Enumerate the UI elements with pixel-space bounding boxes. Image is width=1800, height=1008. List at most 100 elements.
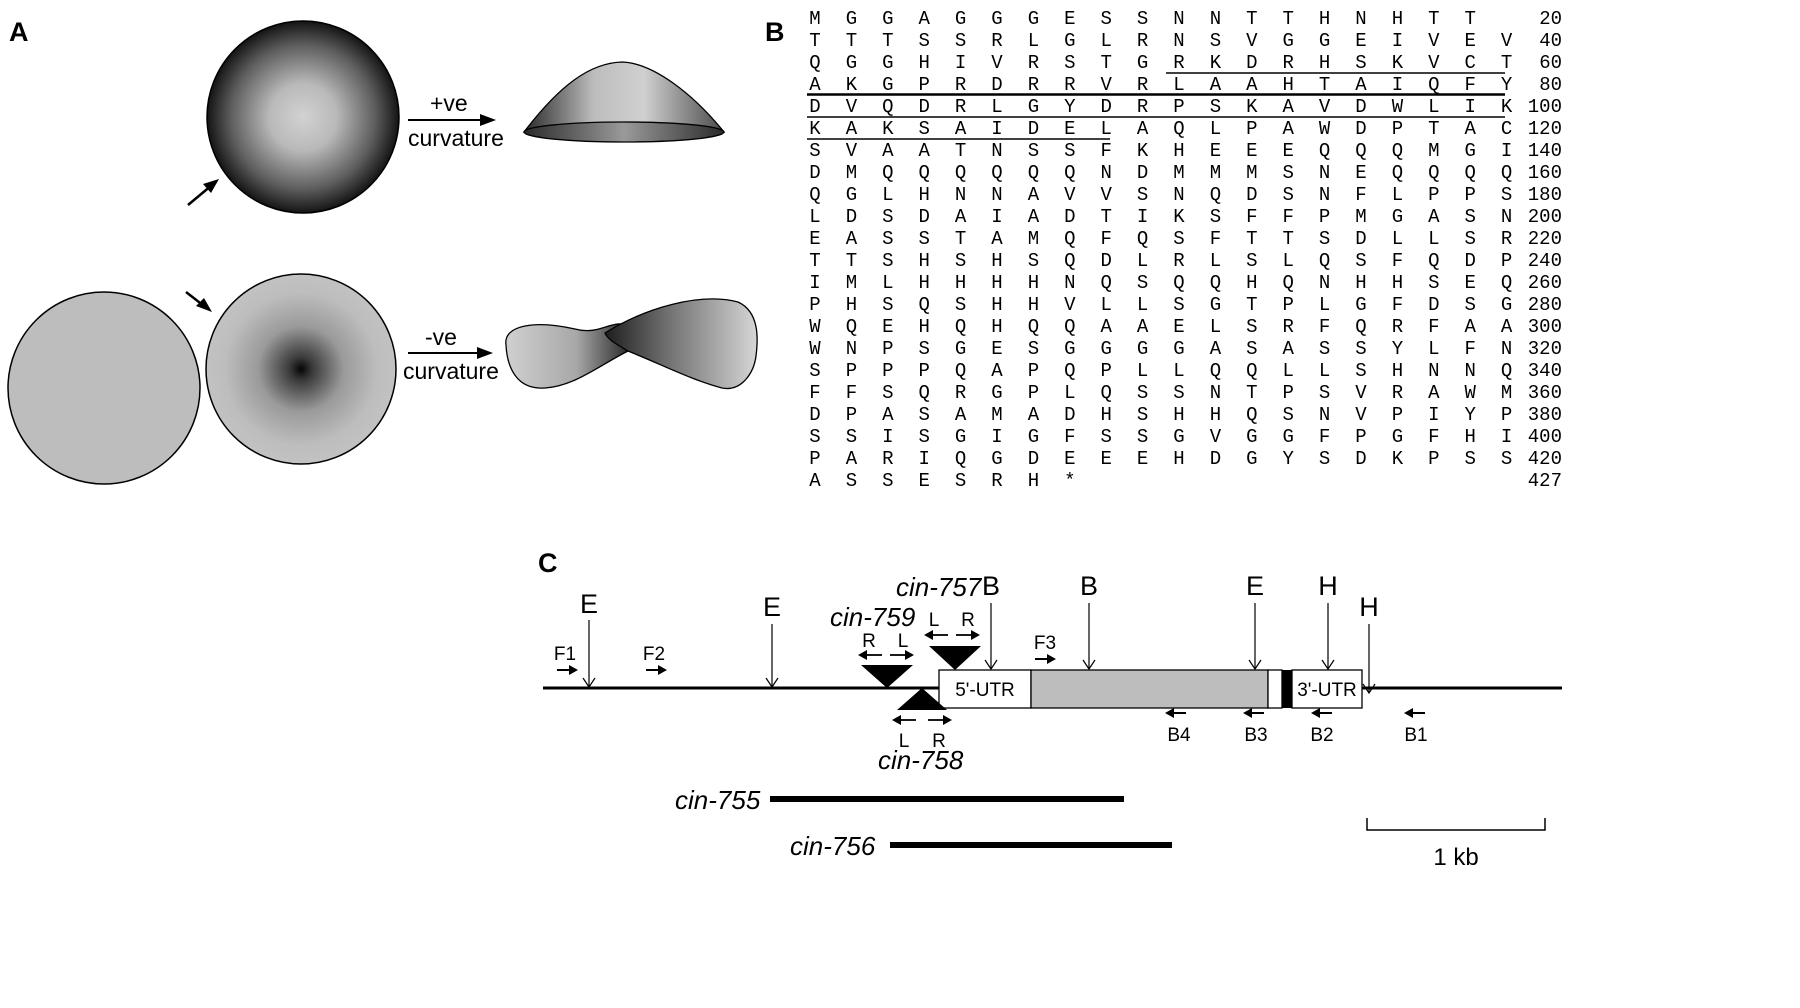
residue: Q <box>918 162 929 184</box>
residue: L <box>1319 360 1330 382</box>
residue: P <box>882 338 893 360</box>
residue: S <box>882 382 893 404</box>
residue: T <box>1282 228 1293 250</box>
residue-position-number: 400 <box>1528 426 1562 448</box>
residue: E <box>1173 316 1184 338</box>
residue: A <box>955 206 967 228</box>
residue: I <box>1501 140 1512 162</box>
residue: G <box>1319 30 1330 52</box>
cin758-right-arrow-head <box>943 715 952 725</box>
residue: S <box>1137 382 1148 404</box>
residue: E <box>991 338 1002 360</box>
residue: S <box>882 294 893 316</box>
residue: K <box>1173 206 1185 228</box>
residue: H <box>1100 404 1111 426</box>
residue: S <box>1173 382 1184 404</box>
site-b2-label: B <box>1080 571 1098 601</box>
residue: N <box>1501 338 1512 360</box>
residue: H <box>1355 272 1366 294</box>
residue: S <box>882 228 893 250</box>
residue: N <box>1210 8 1221 30</box>
residue: R <box>1501 228 1512 250</box>
residue: I <box>1392 74 1403 96</box>
residue: L <box>1428 338 1439 360</box>
residue: I <box>1137 206 1148 228</box>
residue: A <box>918 8 930 30</box>
residue: E <box>1464 30 1475 52</box>
residue: G <box>1028 8 1039 30</box>
cin759-l-label: L <box>898 631 909 652</box>
pos-label: +ve <box>430 90 468 116</box>
residue: D <box>1210 448 1221 470</box>
residue: A <box>1100 316 1112 338</box>
cin758-r-label: R <box>932 731 946 752</box>
residue: K <box>1246 96 1258 118</box>
residue: L <box>1210 250 1221 272</box>
residue: E <box>1246 140 1257 162</box>
residue: F <box>1428 426 1439 448</box>
residue: P <box>1392 118 1403 140</box>
residue: M <box>1173 162 1184 184</box>
residue-position-number: 360 <box>1528 382 1562 404</box>
residue: G <box>1137 52 1148 74</box>
utr5-label: 5'-UTR <box>955 680 1015 701</box>
residue: S <box>1028 140 1039 162</box>
residue: S <box>1100 8 1111 30</box>
residue: C <box>1464 52 1475 74</box>
residue: S <box>1319 228 1330 250</box>
residue: Q <box>882 96 893 118</box>
site-e2-head <box>765 677 779 689</box>
residue: S <box>809 360 820 382</box>
residue: I <box>882 426 893 448</box>
residue: R <box>1137 30 1148 52</box>
residue-position-number: 240 <box>1528 250 1562 272</box>
residue: S <box>1319 338 1330 360</box>
residue: Q <box>1501 272 1512 294</box>
residue: S <box>1319 448 1330 470</box>
residue: A <box>955 404 967 426</box>
residue: Q <box>1028 162 1039 184</box>
cin758-label: cin-758 <box>878 745 964 775</box>
residue: P <box>918 360 929 382</box>
residue: L <box>1137 250 1148 272</box>
residue: G <box>1392 426 1403 448</box>
residue: Q <box>1246 404 1257 426</box>
residue: G <box>1028 96 1039 118</box>
residue: D <box>1355 228 1366 250</box>
residue: Q <box>991 162 1002 184</box>
residue: E <box>1210 140 1221 162</box>
residue: Q <box>1137 228 1148 250</box>
residue: W <box>809 316 821 338</box>
residue: A <box>1282 118 1294 140</box>
residue-position-number: 160 <box>1528 162 1562 184</box>
primer-f2-label: F2 <box>643 644 665 665</box>
residue-position-number: 100 <box>1528 96 1562 118</box>
residue: S <box>1501 448 1512 470</box>
residue: S <box>1246 338 1257 360</box>
residue: G <box>991 448 1002 470</box>
residue: F <box>1464 74 1475 96</box>
residue-position-number: 340 <box>1528 360 1562 382</box>
residue: M <box>846 162 857 184</box>
cin758-left-arrow-head <box>892 715 901 725</box>
residue: K <box>1137 140 1149 162</box>
scale-bar <box>1366 818 1546 831</box>
cin759-label: cin-759 <box>830 602 915 632</box>
residue: T <box>846 30 857 52</box>
residue: T <box>1100 206 1111 228</box>
residue: T <box>1246 8 1257 30</box>
residue: T <box>1464 8 1475 30</box>
residue: I <box>1501 426 1512 448</box>
residue: Q <box>1064 228 1075 250</box>
arrow-to-negative-head <box>196 298 212 312</box>
primer-b3-label: B3 <box>1244 725 1267 746</box>
residue: V <box>1319 96 1331 118</box>
residue: T <box>1319 74 1330 96</box>
residue: Q <box>1428 250 1439 272</box>
residue: S <box>1028 250 1039 272</box>
residue: P <box>846 404 857 426</box>
residue: L <box>1282 360 1293 382</box>
residue: Q <box>1100 382 1111 404</box>
residue: A <box>1464 118 1476 140</box>
residue: S <box>882 206 893 228</box>
